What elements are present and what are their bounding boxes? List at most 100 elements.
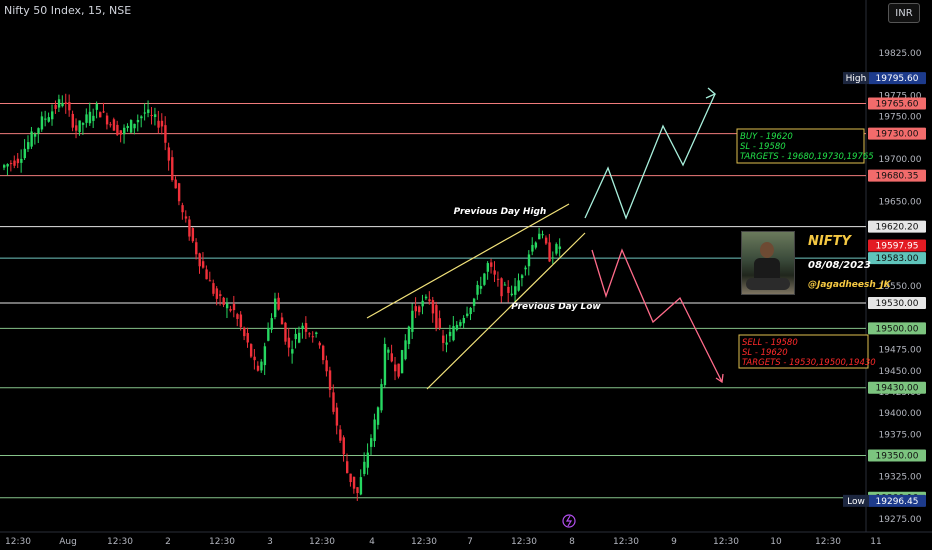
level-price-label: 19296.45 [876,497,919,507]
candle-body [352,476,356,489]
x-tick-label: Aug [59,537,77,547]
bullish-arrowhead [705,87,717,99]
candle-body [486,263,490,272]
candle-body [469,307,472,315]
candle-body [411,310,414,332]
candle-body [47,117,50,122]
candle-body [81,123,85,125]
candle-body [164,125,167,143]
x-tick-label: 12:30 [411,537,437,547]
candle-body [30,131,33,147]
name-label: NIFTY [808,234,852,249]
bearish-arrowhead [715,373,724,384]
x-tick-label: 2 [165,537,171,547]
prev-day-high-label: Previous Day High [454,207,547,217]
candle-body [51,111,54,120]
candle-body [321,345,325,361]
sell-box [738,334,869,369]
candle-body [490,262,493,267]
candle-body [126,125,129,129]
candle-body [325,360,328,372]
candle-body [476,284,479,295]
candle-body [23,148,26,159]
candle-body [339,429,342,441]
candle-body [297,332,301,343]
candle-body [390,353,393,362]
level-price-box [868,494,926,507]
currency-button[interactable]: INR [888,3,920,23]
candle-body [438,318,442,328]
x-tick-label: 12:30 [511,537,537,547]
candle-body [507,286,510,293]
candle-body [544,237,548,244]
sell-text: SELL - 19580 [742,338,798,348]
y-tick-label: 19475.00 [879,346,922,356]
x-tick-label: 11 [870,537,881,547]
candle-body [225,303,229,309]
candle-body [112,119,116,131]
candle-body [517,280,520,291]
candle-body [3,165,6,168]
candle-body [99,112,102,118]
candle-body [356,487,359,494]
candle-body [541,234,544,236]
candle-body [243,327,246,337]
candle-body [346,461,349,473]
candle-body [359,477,363,495]
candle-body [198,253,201,267]
candle-body [119,130,123,135]
candle-body [452,326,455,341]
candle-body [332,392,335,412]
candle-body [270,318,273,330]
lightning-bolt-icon [565,515,573,527]
candle-body [222,297,225,305]
candle-body [208,280,212,282]
level-price-label: 19620.20 [876,223,919,233]
candle-body [308,333,311,335]
candle-body [418,306,421,313]
y-tick-label: 19450.00 [879,367,922,377]
candle-body [133,123,136,129]
level-price-box [868,97,926,110]
level-price-box [868,449,926,462]
x-tick-label: 3 [267,537,273,547]
y-tick-label: 19325.00 [879,473,922,483]
candle-body [171,157,174,181]
candle-body [328,370,332,390]
candle-body [232,303,236,311]
candle-body [78,120,81,133]
candle-body [466,313,469,316]
level-price-label: 19583.00 [876,254,919,264]
sell-text: SL - 19620 [742,348,788,358]
buy-text: SL - 19580 [740,142,786,152]
candle-body [143,112,147,114]
candle-body [349,473,352,483]
candle-body [442,335,445,343]
y-tick-label: 19750.00 [879,113,922,123]
candle-body [520,275,524,279]
candle-body [123,127,126,135]
candle-body [558,246,562,249]
candle-body [27,142,30,150]
candle-body [160,120,164,127]
candle-body [102,111,105,113]
candle-body [404,340,407,360]
candle-body [376,407,380,425]
candle-body [538,233,541,240]
candle-body [116,124,119,135]
candle-body [267,327,270,341]
candle-body [294,333,297,340]
candle-body [534,242,538,248]
level-price-box [868,297,926,310]
candle-body [318,342,321,346]
candle-body [61,102,64,107]
candle-body [191,228,195,242]
y-tick-label: 19650.00 [879,197,922,207]
candle-body [195,242,198,255]
level-price-label: 19350.00 [876,451,919,461]
candle-body [335,407,339,426]
candle-body [483,273,486,285]
candle-body [524,267,527,270]
x-tick-label: 8 [569,537,575,547]
